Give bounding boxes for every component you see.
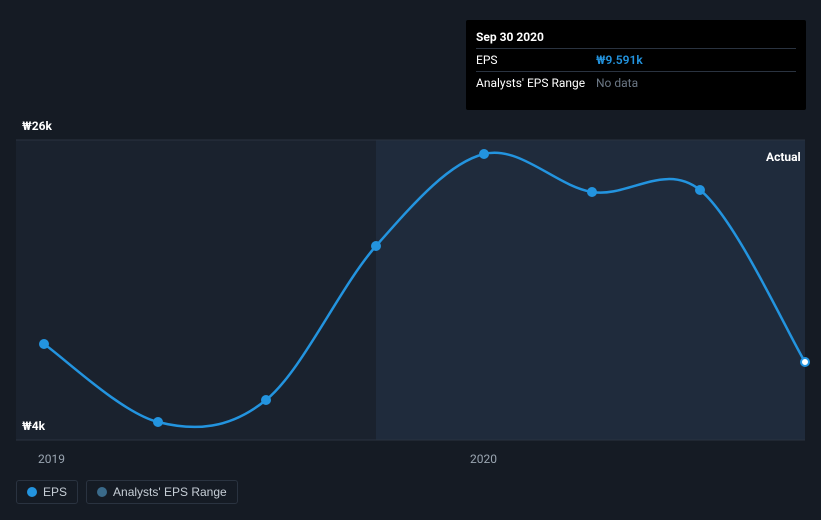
tooltip-row-eps: EPS ₩9.591k	[476, 48, 796, 71]
x-axis-label-2019: 2019	[38, 452, 65, 466]
tooltip-range-value: No data	[596, 74, 638, 92]
tooltip-date: Sep 30 2020	[476, 28, 796, 48]
y-axis-label-top: ₩26k	[22, 119, 52, 133]
tooltip-row-range: Analysts' EPS Range No data	[476, 71, 796, 94]
legend-item-eps[interactable]: EPS	[16, 480, 78, 504]
legend-item-range[interactable]: Analysts' EPS Range	[86, 480, 238, 504]
tooltip-range-label: Analysts' EPS Range	[476, 74, 596, 92]
legend-dot-icon	[97, 487, 107, 497]
tooltip-panel: Sep 30 2020 EPS ₩9.591k Analysts' EPS Ra…	[466, 20, 806, 110]
tooltip-eps-value: ₩9.591k	[596, 51, 643, 69]
legend-label-range: Analysts' EPS Range	[113, 485, 227, 499]
legend-dot-icon	[27, 487, 37, 497]
legend-label-eps: EPS	[43, 485, 67, 499]
x-axis-label-2020: 2020	[470, 452, 497, 466]
legend: EPS Analysts' EPS Range	[16, 480, 238, 504]
tooltip-eps-label: EPS	[476, 51, 596, 69]
chart-stage: ₩26k ₩4k 2019 2020 Actual Sep 30 2020 EP…	[0, 0, 821, 520]
actual-label: Actual	[766, 150, 801, 164]
y-axis-label-bottom: ₩4k	[22, 419, 45, 433]
